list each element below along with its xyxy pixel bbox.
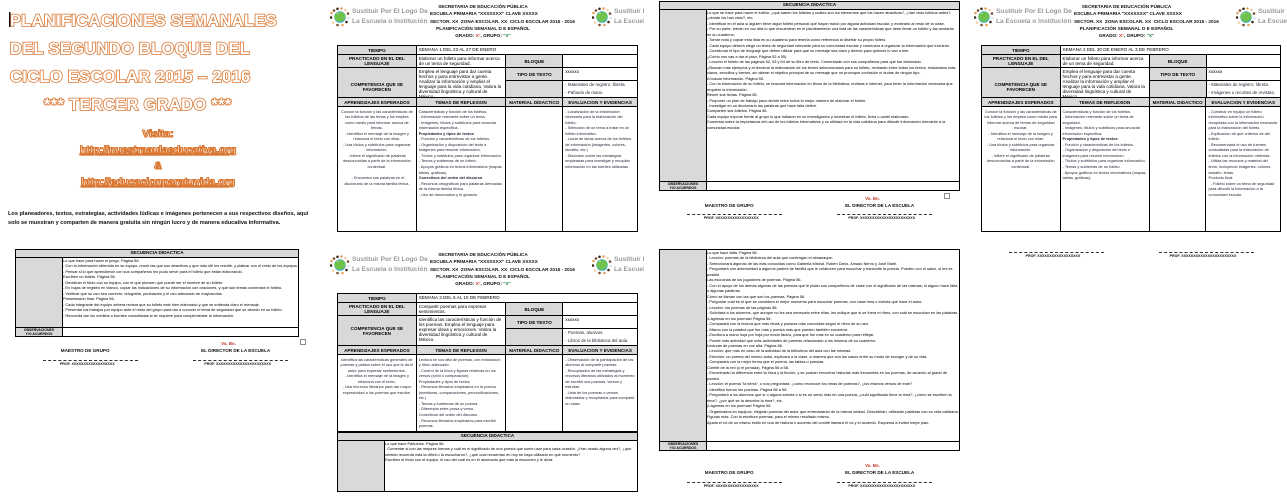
svg-text:PLANIFICACIONES SEMANALES: PLANIFICACIONES SEMANALES	[10, 12, 277, 30]
svg-text:CICLO ESCOLAR 2015 – 2016: CICLO ESCOLAR 2015 – 2016	[10, 68, 250, 86]
svg-text:*** TERCER GRADO ***: *** TERCER GRADO ***	[44, 96, 232, 114]
svg-text:DEL SEGUNDO BLOQUE DEL: DEL SEGUNDO BLOQUE DEL	[10, 40, 250, 58]
